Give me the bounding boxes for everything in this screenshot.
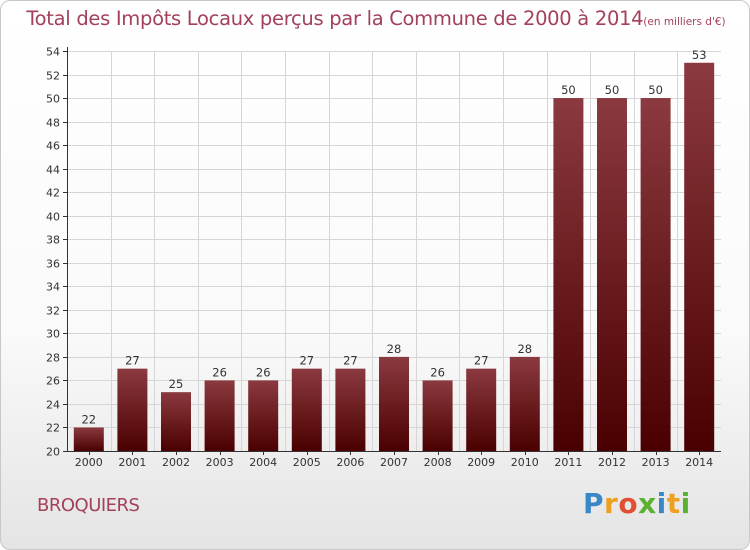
bar-2007 xyxy=(379,356,409,451)
bar-2004 xyxy=(248,380,279,451)
bar-value-label: 28 xyxy=(387,342,402,356)
bar-2010 xyxy=(509,356,540,451)
x-tick-label: 2006 xyxy=(336,456,364,469)
y-tick-label: 50 xyxy=(46,93,60,106)
bar-value-label: 50 xyxy=(605,83,620,97)
bar-value-label: 25 xyxy=(169,377,184,391)
bar-value-label: 22 xyxy=(81,412,96,426)
bar-value-label: 50 xyxy=(561,83,576,97)
y-tick-label: 48 xyxy=(46,117,60,130)
bar-2008 xyxy=(422,380,453,451)
y-tick-label: 34 xyxy=(46,281,60,294)
x-tick-label: 2013 xyxy=(642,456,670,469)
bar-2012 xyxy=(597,98,627,451)
bar-2006 xyxy=(335,368,366,451)
y-tick-label: 28 xyxy=(46,352,60,365)
y-tick-label: 52 xyxy=(46,70,60,83)
bar-value-label: 27 xyxy=(474,354,489,368)
x-tick-label: 2010 xyxy=(511,456,539,469)
bar-value-label: 26 xyxy=(212,365,227,379)
y-tick-label: 20 xyxy=(46,446,60,459)
commune-name: BROQUIERS xyxy=(37,495,140,516)
logo-letter: i xyxy=(680,487,691,520)
x-tick-label: 2001 xyxy=(118,456,146,469)
x-tick-label: 2004 xyxy=(249,456,277,469)
x-tick-label: 2002 xyxy=(162,456,190,469)
logo-letter: x xyxy=(638,487,657,520)
chart-title: Total des Impôts Locaux perçus par la Co… xyxy=(1,7,749,30)
bar-value-label: 27 xyxy=(125,354,140,368)
y-tick-label: 30 xyxy=(46,328,60,341)
bar-2011 xyxy=(553,98,584,451)
axes: 20 22 24 26 28 30 32 34 36 38 40 42 44 46 48 50 52 54 2000… xyxy=(46,46,721,469)
x-tick-label: 2009 xyxy=(467,456,495,469)
bars xyxy=(73,62,715,451)
y-tick-label: 24 xyxy=(46,399,60,412)
labels: 22 27 25 26 26 27 27 28 26 27 28 50 50 50 53 xyxy=(81,48,706,427)
logo-letter: t xyxy=(666,487,681,520)
proxiti-logo: Proxiti xyxy=(583,487,691,520)
bar-2002 xyxy=(161,392,191,451)
chart-unit: (en milliers d'€) xyxy=(643,16,726,28)
bar-2003 xyxy=(204,380,235,451)
y-tick-label: 38 xyxy=(46,234,60,247)
x-tick-label: 2014 xyxy=(685,456,713,469)
bar-value-label: 28 xyxy=(517,342,532,356)
y-tick-label: 44 xyxy=(46,164,60,177)
y-tick-label: 36 xyxy=(46,258,60,271)
y-tick-label: 32 xyxy=(46,305,60,318)
bar-2000 xyxy=(73,427,104,451)
bar-value-label: 26 xyxy=(430,365,445,379)
bar-value-label: 27 xyxy=(343,354,358,368)
x-tick-label: 2008 xyxy=(424,456,452,469)
bar-2009 xyxy=(466,368,497,451)
y-tick-label: 40 xyxy=(46,211,60,224)
bar-value-label: 27 xyxy=(299,354,314,368)
bar-2005 xyxy=(291,368,322,451)
logo-letter: o xyxy=(618,487,639,520)
bar-2014 xyxy=(684,62,715,451)
y-tick-label: 22 xyxy=(46,422,60,435)
chart-title-text: Total des Impôts Locaux perçus par la Co… xyxy=(26,7,644,30)
logo-letter: i xyxy=(656,487,667,520)
y-tick-label: 46 xyxy=(46,140,60,153)
logo-letter: r xyxy=(604,487,619,520)
y-tick-label: 42 xyxy=(46,187,60,200)
bar-2001 xyxy=(117,368,148,451)
x-tick-label: 2000 xyxy=(75,456,103,469)
y-tick-label: 54 xyxy=(46,46,60,59)
logo-letter: P xyxy=(583,487,605,520)
x-tick-label: 2011 xyxy=(554,456,582,469)
x-tick-label: 2012 xyxy=(598,456,626,469)
x-tick-label: 2007 xyxy=(380,456,408,469)
x-tick-label: 2003 xyxy=(206,456,234,469)
bar-2013 xyxy=(640,98,671,451)
bar-value-label: 50 xyxy=(648,83,663,97)
x-tick-label: 2005 xyxy=(293,456,321,469)
y-tick-label: 26 xyxy=(46,375,60,388)
bar-value-label: 26 xyxy=(256,365,271,379)
bar-value-label: 53 xyxy=(692,48,707,62)
